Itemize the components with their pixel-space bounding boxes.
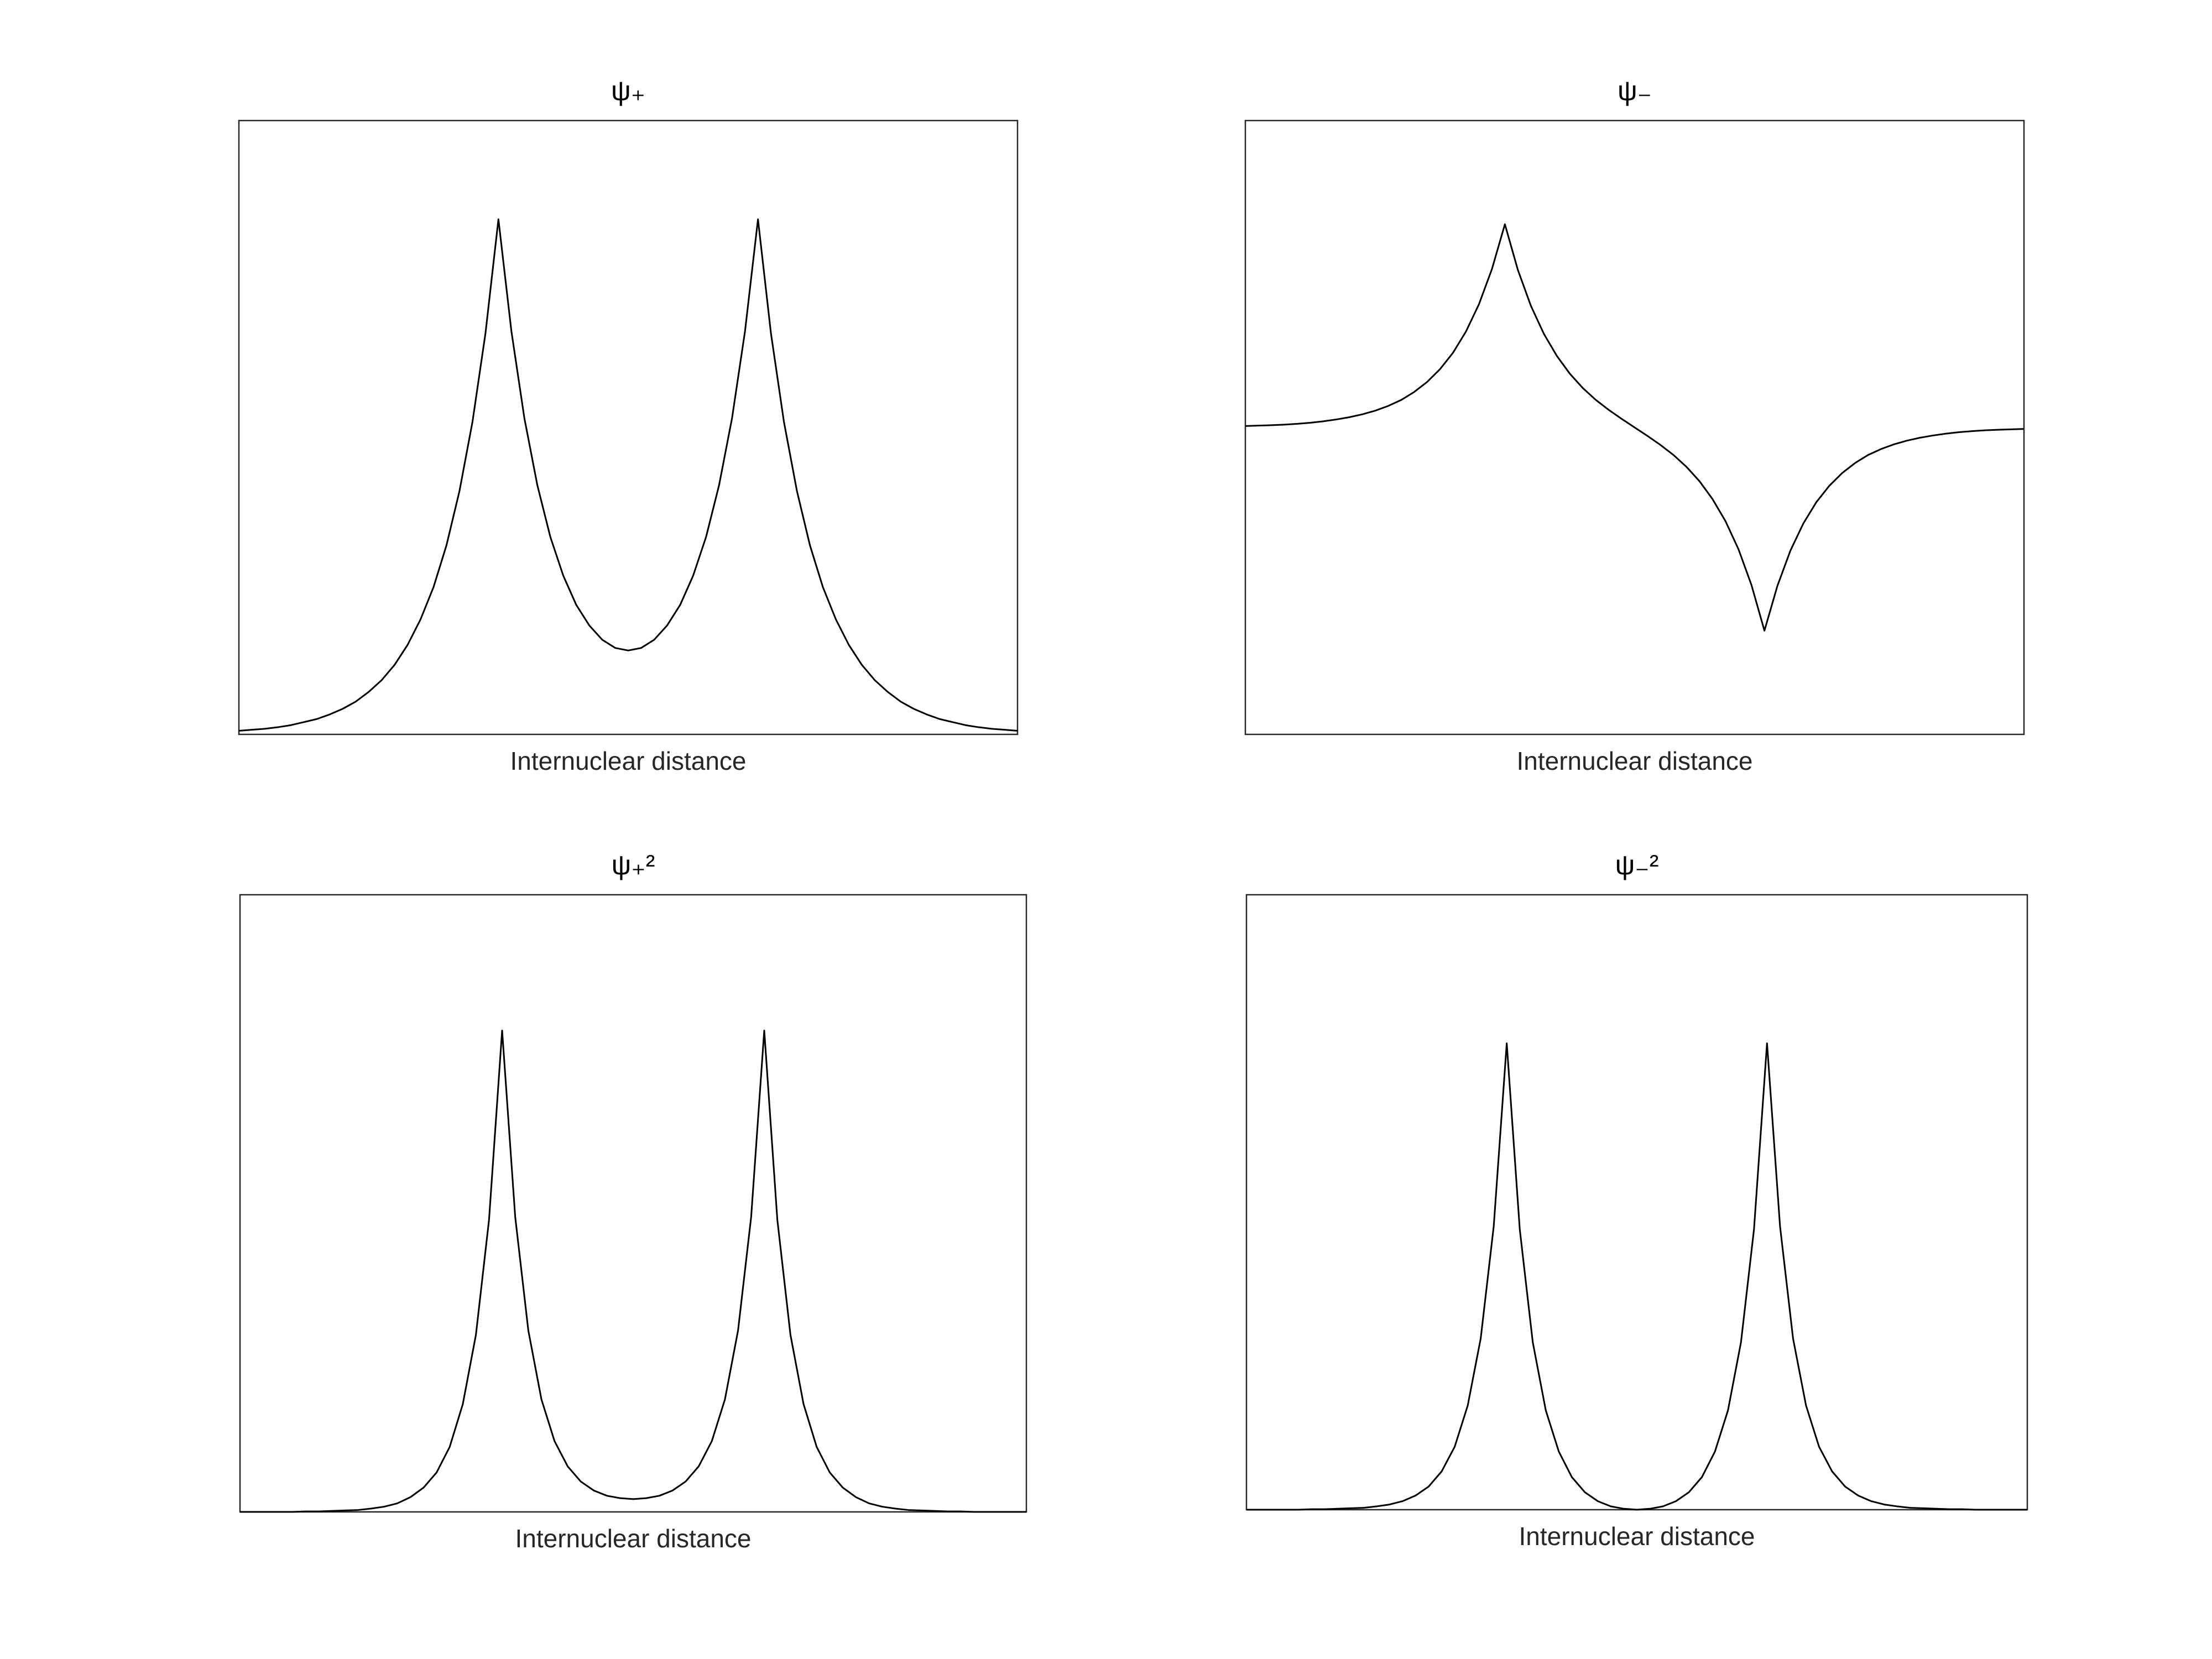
x-axis-label: Internuclear distance (1519, 1522, 1755, 1551)
subplot: ψ₋² Internuclear distance (1245, 849, 2028, 1551)
chart-title: ψ₋² (1615, 849, 1659, 880)
x-axis-label: Internuclear distance (515, 1524, 751, 1553)
subplot: ψ₋ Internuclear distance (1244, 75, 2025, 775)
data-line (1246, 1042, 2027, 1511)
plot-frame (239, 894, 1027, 1513)
data-line (238, 218, 1018, 732)
plot-frame (1245, 894, 2028, 1511)
subplot: ψ₊ Internuclear distance (238, 75, 1019, 775)
plot-frame (238, 119, 1019, 735)
data-line (240, 1030, 1026, 1513)
chart-title: ψ₊ (611, 75, 645, 106)
chart-title: ψ₋ (1618, 75, 1652, 106)
data-line (1245, 223, 2025, 632)
chart-title: ψ₊² (612, 849, 655, 880)
x-axis-label: Internuclear distance (510, 747, 746, 775)
subplot: ψ₊² Internuclear distance (239, 849, 1027, 1553)
x-axis-label: Internuclear distance (1516, 747, 1752, 775)
